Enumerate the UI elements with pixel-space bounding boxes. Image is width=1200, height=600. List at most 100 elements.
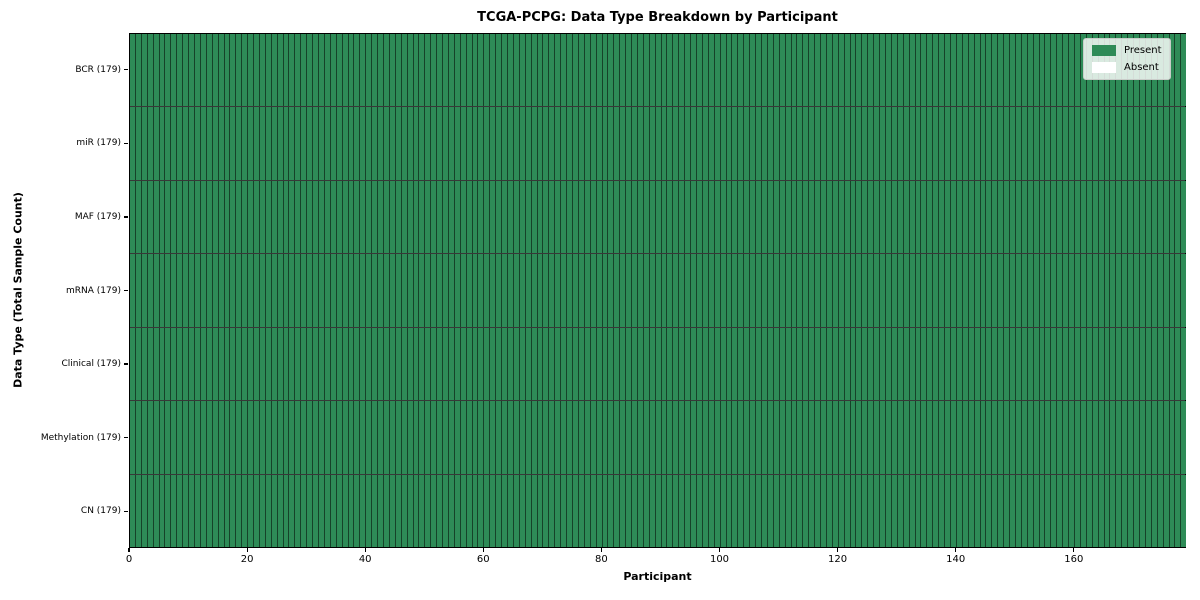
- heatmap-cell: [1138, 327, 1145, 401]
- heatmap-cell: [595, 254, 602, 327]
- heatmap-cell: [424, 34, 431, 107]
- heatmap-cell: [743, 474, 750, 547]
- heatmap-cell: [507, 474, 513, 547]
- heatmap-cell: [1138, 180, 1145, 254]
- heatmap-cell: [849, 254, 856, 327]
- heatmap-cell: [772, 327, 779, 401]
- heatmap-cell: [690, 107, 696, 180]
- heatmap-cell: [548, 401, 555, 474]
- heatmap-cell: [223, 34, 230, 107]
- heatmap-cell: [253, 254, 259, 327]
- heatmap-row: [130, 326, 1187, 401]
- heatmap-cell: [193, 327, 200, 401]
- heatmap-cell: [625, 474, 632, 547]
- heatmap-cell: [536, 474, 543, 547]
- heatmap-cell: [447, 401, 454, 474]
- heatmap-cell: [1020, 474, 1027, 547]
- heatmap-cell: [258, 107, 265, 180]
- heatmap-cell: [690, 254, 696, 327]
- heatmap-cell: [566, 34, 572, 107]
- heatmap-cell: [1014, 474, 1021, 547]
- heatmap-cell: [837, 254, 844, 327]
- heatmap-cell: [347, 401, 354, 474]
- heatmap-cell: [1032, 327, 1039, 401]
- heatmap-cell: [949, 34, 956, 107]
- heatmap-cell: [601, 254, 608, 327]
- heatmap-cell: [1056, 180, 1063, 254]
- heatmap-cell: [1085, 474, 1092, 547]
- heatmap-cell: [217, 327, 224, 401]
- x-tick-mark: [955, 548, 957, 552]
- heatmap-cell: [288, 34, 295, 107]
- heatmap-cell: [471, 180, 478, 254]
- heatmap-cell: [560, 107, 567, 180]
- heatmap-cell: [211, 107, 218, 180]
- heatmap-cell: [1032, 34, 1039, 107]
- x-tick-mark: [128, 548, 130, 552]
- heatmap-cell: [359, 474, 366, 547]
- heatmap-cell: [997, 180, 1004, 254]
- heatmap-cell: [766, 180, 773, 254]
- heatmap-cell: [867, 474, 874, 547]
- heatmap-cell: [388, 474, 395, 547]
- heatmap-cell: [566, 107, 572, 180]
- heatmap-cell: [323, 401, 330, 474]
- heatmap-cell: [146, 180, 153, 254]
- heatmap-cell: [944, 34, 950, 107]
- heatmap-cell: [300, 327, 307, 401]
- heatmap-cell: [696, 327, 702, 401]
- heatmap-cell: [1115, 474, 1122, 547]
- heatmap-cell: [707, 474, 714, 547]
- heatmap-cell: [619, 34, 626, 107]
- heatmap-cell: [199, 107, 206, 180]
- heatmap-cell: [1127, 401, 1134, 474]
- heatmap-cell: [318, 327, 324, 401]
- heatmap-cell: [802, 34, 809, 107]
- heatmap-cell: [1150, 107, 1157, 180]
- heatmap-cell: [1074, 107, 1080, 180]
- heatmap-cell: [176, 474, 183, 547]
- heatmap-cell: [1109, 180, 1116, 254]
- heatmap-cell: [696, 34, 702, 107]
- heatmap-cell: [341, 34, 348, 107]
- heatmap-cell: [459, 34, 466, 107]
- heatmap-cell: [595, 180, 602, 254]
- heatmap-cell: [453, 327, 460, 401]
- heatmap-cell: [1026, 34, 1033, 107]
- heatmap-cell: [601, 107, 608, 180]
- heatmap-cell: [1121, 474, 1128, 547]
- heatmap-cell: [1150, 180, 1157, 254]
- heatmap-cell: [1032, 474, 1039, 547]
- heatmap-plot-area: [129, 33, 1187, 548]
- heatmap-cell: [501, 107, 507, 180]
- heatmap-cell: [772, 254, 779, 327]
- heatmap-cell: [642, 327, 649, 401]
- heatmap-cell: [967, 254, 974, 327]
- heatmap-cell: [542, 327, 549, 401]
- heatmap-cell: [130, 474, 135, 547]
- heatmap-cell: [678, 107, 685, 180]
- heatmap-cell: [323, 107, 330, 180]
- heatmap-cell: [772, 401, 779, 474]
- heatmap-cell: [979, 327, 986, 401]
- heatmap-cell: [1038, 34, 1045, 107]
- heatmap-cell: [211, 327, 218, 401]
- heatmap-cell: [501, 34, 507, 107]
- heatmap-cell: [406, 180, 413, 254]
- heatmap-cell: [961, 254, 968, 327]
- heatmap-cell: [997, 34, 1004, 107]
- heatmap-cell: [1014, 180, 1021, 254]
- heatmap-cell: [323, 254, 330, 327]
- heatmap-cell: [1115, 327, 1122, 401]
- heatmap-cell: [211, 401, 218, 474]
- heatmap-cell: [725, 34, 732, 107]
- heatmap-cell: [430, 401, 437, 474]
- heatmap-cell: [306, 107, 313, 180]
- heatmap-cell: [766, 474, 773, 547]
- heatmap-cell: [666, 107, 673, 180]
- heatmap-cell: [282, 107, 289, 180]
- heatmap-cell: [631, 34, 637, 107]
- heatmap-cell: [583, 34, 590, 107]
- heatmap-cell: [140, 107, 147, 180]
- heatmap-cell: [737, 474, 744, 547]
